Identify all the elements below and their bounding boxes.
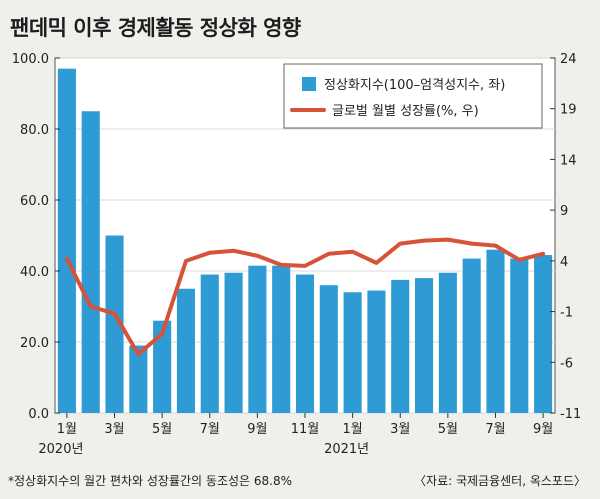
bar xyxy=(415,278,434,413)
y-left-tick-label: 0.0 xyxy=(28,407,49,422)
bar xyxy=(200,274,219,413)
y-left-tick-label: 40.0 xyxy=(20,265,49,280)
bar xyxy=(391,279,410,413)
y-right-tick-label: -6 xyxy=(560,356,573,371)
bar xyxy=(486,249,505,413)
bar xyxy=(176,288,195,413)
bar xyxy=(81,111,100,413)
bar xyxy=(438,272,457,413)
x-tick-label: 11월 xyxy=(291,422,320,437)
bar xyxy=(153,320,172,413)
growth-line xyxy=(64,237,546,357)
y-right-tick-label: -1 xyxy=(560,306,573,321)
legend-label-line: 글로벌 월별 성장률(%, 우) xyxy=(332,104,479,119)
bar xyxy=(319,285,338,413)
x-tick-label: 7월 xyxy=(485,422,505,437)
y-axis-right: -11 -6 -1 4 9 14 19 24 xyxy=(550,52,581,422)
legend-swatch-bar xyxy=(302,77,316,91)
x-tick-label: 5월 xyxy=(438,422,458,437)
x-tick-label: 5월 xyxy=(152,422,172,437)
bar xyxy=(367,290,386,413)
legend-box xyxy=(283,63,543,129)
x-tick-label: 9월 xyxy=(247,422,267,437)
x-year-label: 2021년 xyxy=(324,442,369,457)
y-right-tick-label: 9 xyxy=(560,204,568,219)
bar xyxy=(295,274,315,413)
y-left-tick-label: 20.0 xyxy=(20,336,49,351)
bar xyxy=(462,258,481,413)
x-tick-label: 1월 xyxy=(57,422,77,437)
y-right-tick-label: 4 xyxy=(560,255,568,270)
chart-title: 팬데믹 이후 경제활동 정상화 영향 xyxy=(10,16,301,40)
legend-label-bar: 정상화지수(100–엄격성지수, 좌) xyxy=(324,78,505,93)
bar xyxy=(57,68,76,414)
line-series xyxy=(64,237,546,357)
x-tick-label: 7월 xyxy=(200,422,220,437)
y-left-tick-label: 80.0 xyxy=(20,123,49,138)
legend: 정상화지수(100–엄격성지수, 좌) 글로벌 월별 성장률(%, 우) xyxy=(283,63,543,129)
bar xyxy=(105,235,124,413)
bar xyxy=(224,272,243,413)
x-tick-label: 1월 xyxy=(343,422,363,437)
source-credit: 〈자료: 국제금융센터, 옥스포드〉 xyxy=(414,474,586,488)
x-tick-label: 3월 xyxy=(390,422,410,437)
x-year-label: 2020년 xyxy=(38,442,83,457)
y-right-tick-label: 19 xyxy=(560,103,577,118)
y-right-tick-label: 14 xyxy=(560,153,577,168)
bar xyxy=(248,265,267,413)
bar xyxy=(534,255,553,413)
y-left-tick-label: 60.0 xyxy=(20,194,49,209)
bar xyxy=(272,265,291,413)
x-tick-label: 3월 xyxy=(104,422,124,437)
y-axis-left: 0.0 20.0 40.0 60.0 80.0 100.0 xyxy=(12,52,60,422)
footnote: *정상화지수의 월간 편차와 성장률간의 동조성은 68.8% xyxy=(8,474,292,488)
bar xyxy=(510,258,529,413)
y-right-tick-label: 24 xyxy=(560,52,577,67)
bar-series xyxy=(57,68,553,414)
bar xyxy=(343,292,362,413)
bar xyxy=(129,345,148,413)
x-tick-label: 9월 xyxy=(533,422,553,437)
x-axis: 1월 2020년 3월 5월 7월 9월 11월 1월 2021년 3월 5월 7월 9월 xyxy=(38,413,553,457)
y-right-tick-label: -11 xyxy=(560,407,581,422)
y-left-tick-label: 100.0 xyxy=(12,52,49,67)
